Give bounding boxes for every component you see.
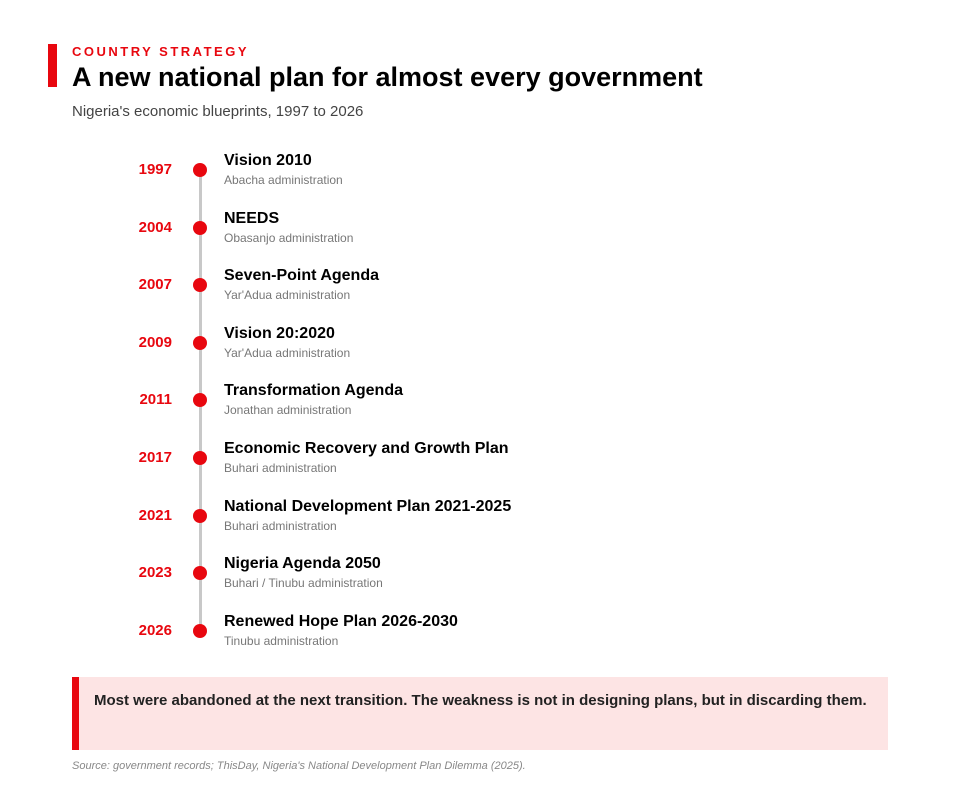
year-label: 1997 <box>138 161 172 178</box>
year-label: 2021 <box>138 506 172 524</box>
plan-name: NEEDS <box>224 209 280 227</box>
subtitle: Nigeria's economic blueprints, 1997 to 2… <box>72 103 364 120</box>
timeline-dot <box>193 220 207 235</box>
timeline-dot <box>193 335 207 350</box>
plan-name: Economic Recovery and Growth Plan <box>224 440 509 457</box>
year-label: 2009 <box>138 333 172 351</box>
kicker: COUNTRY STRATEGY <box>72 44 249 59</box>
year-label: 2017 <box>138 449 172 466</box>
administration: Yar'Adua administration <box>224 345 351 360</box>
administration: Yar'Adua administration <box>224 288 351 303</box>
timeline-dot <box>193 623 207 638</box>
year-label: 2026 <box>138 621 172 639</box>
plan-name: Seven-Point Agenda <box>224 267 379 285</box>
timeline-dot <box>193 393 207 408</box>
administration: Obasanjo administration <box>224 230 354 245</box>
callout-text: Most were abandoned at the next transiti… <box>94 692 867 709</box>
year-label: 2004 <box>138 218 172 236</box>
plan-name: Transformation Agenda <box>224 382 403 400</box>
year-label: 2023 <box>138 564 172 582</box>
timeline-dot <box>193 163 207 177</box>
administration: Tinubu administration <box>224 633 339 648</box>
callout-bar <box>72 677 79 750</box>
year-label: 2007 <box>138 276 172 294</box>
timeline-dot <box>193 508 207 523</box>
administration: Buhari / Tinubu administration <box>224 576 383 591</box>
year-label: 2011 <box>139 391 172 409</box>
administration: Buhari administration <box>224 461 337 475</box>
plan-name: Vision 20:2020 <box>224 324 335 342</box>
administration: Jonathan administration <box>224 403 352 418</box>
timeline-dot <box>193 278 207 293</box>
plan-name: Renewed Hope Plan 2026-2030 <box>224 612 458 630</box>
timeline-dot <box>193 566 207 581</box>
plan-name: Vision 2010 <box>224 152 312 169</box>
accent-bar <box>48 44 57 87</box>
plan-name: Nigeria Agenda 2050 <box>224 555 381 573</box>
plan-name: National Development Plan 2021-2025 <box>224 497 512 515</box>
administration: Buhari administration <box>224 518 337 533</box>
administration: Abacha administration <box>224 173 343 187</box>
title: A new national plan for almost every gov… <box>72 62 703 92</box>
callout-box <box>72 677 888 750</box>
timeline-dot <box>193 451 207 465</box>
source: Source: government records; ThisDay, Nig… <box>72 760 526 772</box>
